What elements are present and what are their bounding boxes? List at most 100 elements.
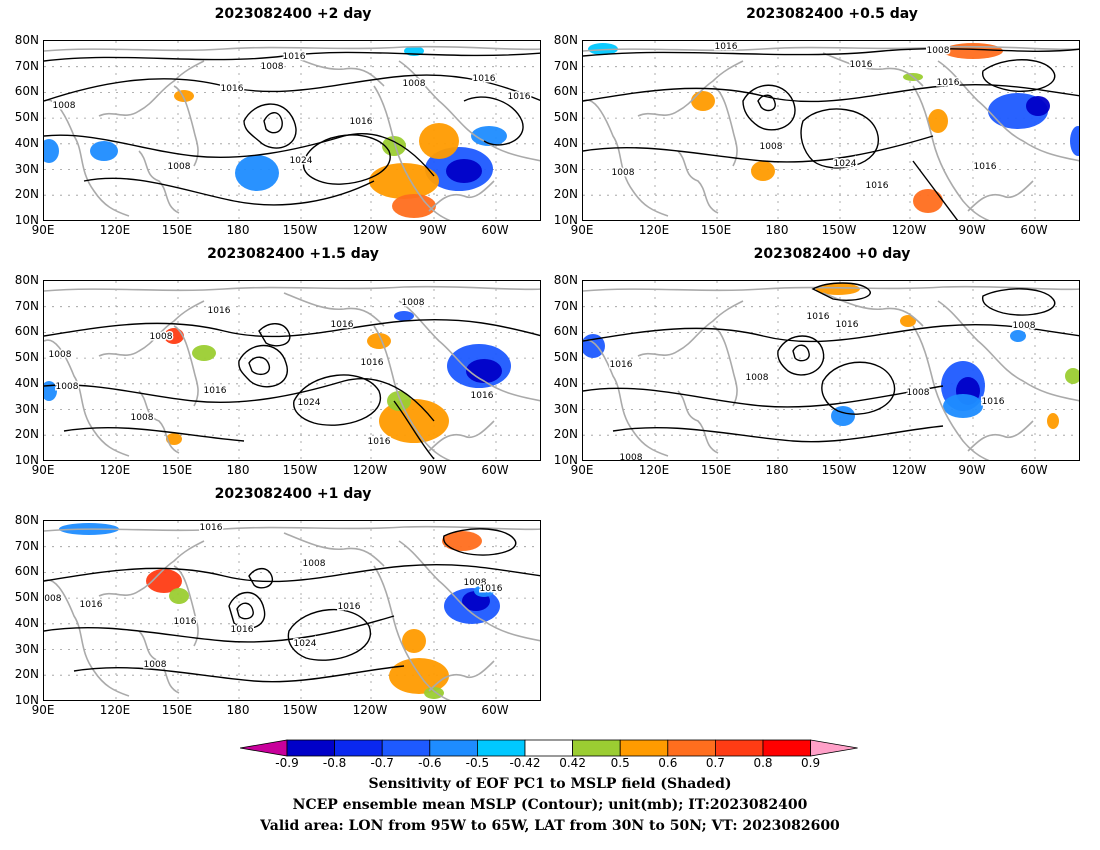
colorbar-segment: [286, 739, 335, 757]
contour-label: 1016: [866, 181, 889, 191]
sensitivity-shading: [583, 283, 1079, 429]
lat-tick-label: 70N: [14, 538, 39, 553]
lon-tick-label: 90W: [419, 463, 447, 477]
contour-label: 1016: [807, 312, 830, 322]
contour-label: 1008: [927, 46, 950, 56]
lon-tick-label: 90E: [31, 703, 55, 717]
contour-label: 1016: [715, 42, 738, 52]
lon-tick-label: 120E: [638, 463, 670, 477]
caption-line-3: Valid area: LON from 95W to 65W, LAT fro…: [260, 818, 840, 834]
colorbar-tick-label: 0.5: [610, 756, 630, 770]
colorbar-segment: [762, 739, 811, 757]
lon-tick-label: 150W: [821, 223, 857, 237]
contour-label: 1016: [204, 386, 227, 396]
contour-labels: 1016 1016 1008 1016 1008 1008 1016 1008: [608, 311, 1037, 461]
coastlines: [583, 285, 1079, 460]
map-panel-p3: 1008 1016 1016 1016 1008 1016 1024 1016 1016 1008…: [43, 280, 541, 461]
lon-tick-label: 90E: [570, 223, 594, 237]
colorbar-segment: [381, 739, 431, 757]
contour-label: 1008: [402, 298, 425, 308]
contour-label: 1016: [174, 617, 197, 627]
lon-tick-label: 150W: [282, 223, 318, 237]
lat-tick-label: 50N: [14, 350, 39, 365]
graticule: [583, 41, 1079, 220]
contour-label: 1008: [261, 62, 284, 72]
contour-label: 1016: [850, 60, 873, 70]
mslp-contours: [44, 528, 540, 683]
contour-label: 1008: [612, 168, 635, 178]
contour-labels: 1016 1008 1016 1016 1008 1008 1024 1016 1016: [610, 41, 998, 193]
lon-tick-label: 120W: [352, 703, 388, 717]
contour-label: 1008: [1013, 321, 1036, 331]
sensitivity-shading: [59, 523, 500, 699]
lon-tick-label: 60W: [481, 223, 509, 237]
contour-label: 1008: [303, 559, 326, 569]
contour-labels: 1016100810161016100810241016100810161016…: [44, 522, 504, 672]
lat-tick-label: 70N: [553, 58, 578, 73]
lat-tick-label: 70N: [14, 298, 39, 313]
graticule: [44, 281, 540, 460]
lat-tick-label: 20N: [553, 427, 578, 442]
graticule: [583, 281, 1079, 460]
contour-label: 1016: [508, 92, 531, 102]
contour-label: 1024: [298, 398, 321, 408]
lat-tick-label: 30N: [553, 401, 578, 416]
contour-label: 1008: [53, 101, 76, 111]
contour-label: 1016: [610, 360, 633, 370]
colorbar-tick-label: -0.9: [275, 756, 299, 770]
contour-label: 1008: [168, 162, 191, 172]
map-canvas-p3: 1008 1016 1016 1016 1008 1016 1024 1016 1016 1008…: [44, 281, 540, 460]
map-canvas-p2: 1016 1008 1016 1016 1008 1008 1024 1016 1016: [583, 41, 1079, 220]
lon-tick-label: 150E: [161, 703, 193, 717]
lat-tick-label: 50N: [14, 590, 39, 605]
lat-tick-label: 10N: [553, 453, 578, 467]
colorbar-tick-label: -0.6: [418, 756, 442, 770]
lat-tick-label: 40N: [553, 375, 578, 390]
colorbar-segment: [476, 739, 526, 757]
lon-tick-label: 150E: [700, 223, 732, 237]
panel-title-p4: 2023082400 +0 day: [753, 246, 911, 262]
contour-label: 1016: [368, 437, 391, 447]
sensitivity-shading: [44, 311, 511, 445]
lat-tick-label: 80N: [14, 33, 39, 47]
map-canvas-p5: 1016100810161016100810241016100810161016…: [44, 521, 540, 700]
lat-tick-label: 40N: [553, 135, 578, 150]
lon-tick-label: 60W: [1020, 223, 1048, 237]
lat-tick-label: 10N: [14, 453, 39, 467]
contour-label: 1016: [338, 602, 361, 612]
contour-label: 1024: [294, 639, 317, 649]
contour-label: 1024: [290, 156, 313, 166]
mslp-contours: [583, 48, 1079, 220]
lon-tick-label: 120W: [891, 223, 927, 237]
contour-label: 1016: [473, 74, 496, 84]
contour-label: 1008: [464, 578, 487, 588]
contour-label: 1024: [834, 159, 857, 169]
contour-label: 1008: [620, 453, 643, 461]
lat-tick-label: 20N: [14, 187, 39, 202]
mslp-contours: [583, 282, 1079, 443]
colorbar-segment: [524, 739, 573, 757]
lon-tick-label: 180: [765, 223, 789, 237]
map-panel-p5: 1016100810161016100810241016100810161016…: [43, 520, 541, 701]
mslp-contours: [44, 318, 540, 460]
coastlines: [583, 45, 1079, 220]
lon-tick-label: 180: [226, 463, 250, 477]
lat-tick-label: 70N: [553, 298, 578, 313]
colorbar-tick-label: 0.7: [705, 756, 725, 770]
colorbar-tick-label: 0.9: [801, 756, 821, 770]
contour-label: 1008: [746, 373, 769, 383]
lat-tick-label: 10N: [553, 213, 578, 227]
lat-tick-label: 20N: [553, 187, 578, 202]
contour-label: 1016: [331, 320, 354, 330]
lat-tick-label: 60N: [14, 324, 39, 339]
lat-tick-label: 30N: [14, 401, 39, 416]
contour-label: 1008: [907, 388, 930, 398]
lat-tick-label: 60N: [14, 564, 39, 579]
map-panel-p1: 1016 1008 1016 1008 1016 1016 1008 1016 1024 1008: [43, 40, 541, 221]
lon-tick-label: 150E: [161, 463, 193, 477]
panel-title-p3: 2023082400 +1.5 day: [207, 246, 379, 262]
lon-tick-label: 150W: [282, 463, 318, 477]
graticule: [44, 41, 540, 220]
contour-label: 1016: [283, 52, 306, 62]
